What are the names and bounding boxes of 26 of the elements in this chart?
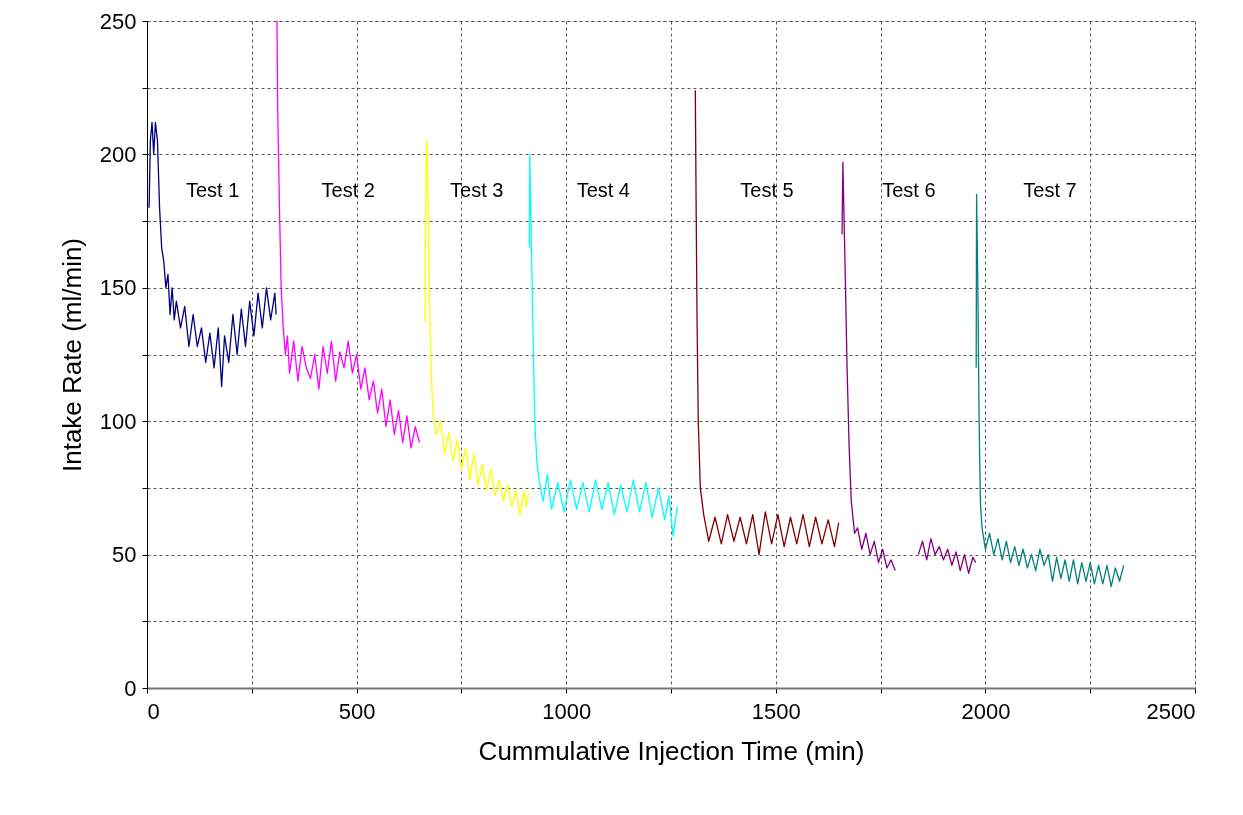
text: Test 5 [740,179,794,201]
x-tick-label: 0 [147,698,160,724]
series-label: Test 6 [882,179,936,201]
line-series [424,140,530,516]
x-tick-label: 1000 [542,698,592,724]
y-tick-label: 0 [124,675,137,701]
x-tick-label: 1500 [751,698,801,724]
text: Test 2 [321,179,375,201]
line-series [276,20,421,449]
line-series [148,121,277,388]
y-tick-label: 150 [99,275,137,301]
y-tick-label: 50 [112,542,137,568]
series-label: Test 1 [185,179,240,201]
x-tick-label: 2000 [961,698,1011,724]
text: Test 4 [576,179,630,201]
y-axis-title: Intake Rate (ml/min) [56,237,87,473]
y-tick-label: 200 [99,141,137,167]
line-series [694,89,840,556]
series-label: Test 3 [450,179,504,201]
x-tick-label: 2500 [1146,698,1196,724]
y-tick-label: 100 [99,408,137,434]
text: Test 7 [1023,179,1077,201]
line-series [528,153,678,537]
y-tick-label: 250 [99,8,137,34]
x-axis-title: Cummulative Injection Time (min) [478,735,865,766]
x-tick-label: 500 [338,698,376,724]
